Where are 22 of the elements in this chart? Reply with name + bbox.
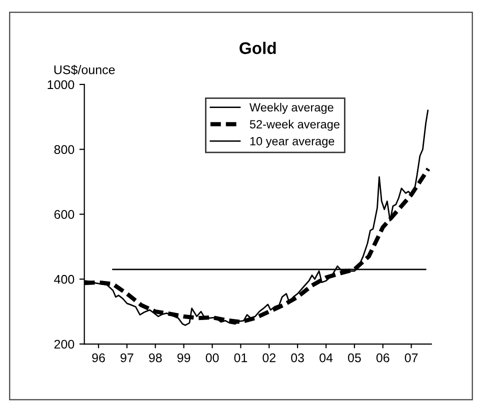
legend-label: 52-week average — [250, 120, 340, 131]
y-axis-title: US$/ounce — [54, 64, 115, 75]
x-tick-label: 99 — [177, 353, 190, 362]
x-tick-label: 07 — [404, 353, 418, 362]
x-tick-label: 96 — [92, 353, 105, 362]
x-tick-label: 98 — [148, 353, 162, 362]
x-tick-label: 01 — [234, 353, 248, 362]
x-tick-label: 97 — [120, 353, 134, 362]
y-tick-label: 200 — [54, 340, 74, 349]
chart-title: Gold — [240, 42, 276, 54]
x-tick-label: 02 — [262, 353, 276, 362]
x-tick-label: 06 — [376, 353, 390, 362]
x-tick-label: 04 — [320, 353, 333, 362]
y-tick-label: 400 — [54, 274, 74, 284]
x-tick-label: 00 — [206, 353, 219, 362]
y-tick-label: 800 — [54, 145, 74, 154]
y-tick-label: 1000 — [48, 80, 74, 90]
x-tick-label: 03 — [291, 353, 304, 362]
x-tick-label: 05 — [348, 353, 361, 362]
y-tick-label: 600 — [54, 210, 74, 219]
legend-label: 10 year average — [250, 137, 334, 148]
legend-label: Weekly average — [249, 102, 334, 114]
